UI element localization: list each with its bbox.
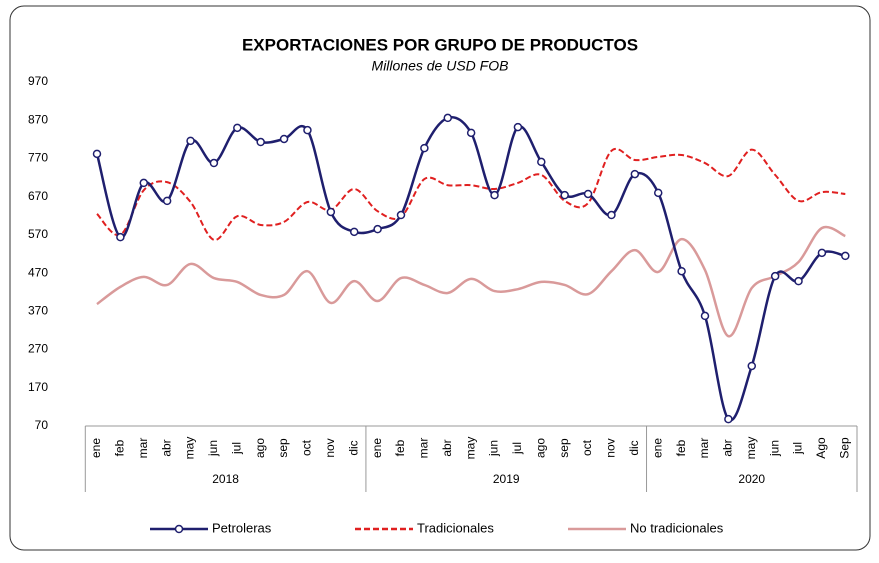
data-point — [373, 224, 382, 234]
x-tick-label: mar — [417, 438, 431, 459]
data-point — [724, 414, 733, 424]
data-point — [186, 136, 195, 146]
x-tick-label: may — [183, 437, 197, 460]
data-point — [537, 157, 546, 167]
x-tick-label: oct — [580, 439, 594, 456]
y-tick-label: 170 — [28, 380, 48, 394]
y-tick-label: 70 — [35, 418, 49, 432]
x-tick-label: mar — [136, 438, 150, 459]
x-tick-label: jul — [229, 442, 243, 455]
x-tick-label: jun — [487, 440, 501, 457]
x-tick-label: ene — [650, 438, 664, 458]
data-point — [209, 158, 219, 168]
legend-label: Petroleras — [212, 520, 272, 535]
y-tick-label: 670 — [28, 189, 48, 203]
x-tick-label: abr — [440, 439, 454, 456]
x-tick-label: dic — [627, 440, 641, 455]
y-tick-label: 370 — [28, 304, 48, 318]
x-tick-label: jun — [767, 440, 781, 457]
y-tick-label: 970 — [28, 74, 48, 88]
data-point — [256, 137, 265, 147]
x-tick-label: Sep — [837, 437, 851, 459]
x-tick-label: ago — [253, 438, 267, 458]
legend-marker — [174, 524, 184, 534]
series-line — [96, 225, 846, 338]
data-point — [794, 276, 803, 286]
x-group-label: 2018 — [212, 472, 239, 486]
data-point — [396, 210, 406, 220]
data-point — [326, 207, 336, 217]
data-point — [677, 266, 686, 276]
x-tick-label: Ago — [814, 437, 828, 459]
y-tick-label: 470 — [28, 265, 48, 279]
data-point — [630, 169, 640, 179]
x-tick-label: nov — [604, 438, 618, 457]
x-tick-label: ene — [89, 438, 103, 458]
x-tick-label: dic — [346, 440, 360, 455]
data-point — [560, 190, 569, 200]
data-point — [607, 210, 616, 220]
y-tick-label: 870 — [28, 112, 48, 126]
legend-label: No tradicionales — [630, 520, 724, 535]
x-tick-label: sep — [557, 438, 571, 458]
data-point — [139, 178, 149, 188]
data-point — [700, 311, 710, 321]
x-tick-label: jul — [791, 442, 805, 455]
data-point — [583, 189, 593, 199]
data-point — [466, 128, 476, 138]
x-tick-label: mar — [697, 438, 711, 459]
x-tick-label: jun — [206, 440, 220, 457]
x-tick-label: may — [463, 437, 477, 460]
data-point — [420, 143, 429, 153]
data-point — [443, 113, 453, 123]
x-tick-label: sep — [276, 438, 290, 458]
data-point — [770, 271, 780, 281]
data-point — [747, 361, 757, 371]
data-point — [233, 123, 242, 133]
x-tick-label: ene — [370, 438, 384, 458]
x-tick-label: jul — [510, 442, 524, 455]
chart-frame — [9, 5, 871, 551]
data-point — [92, 149, 102, 159]
data-point — [303, 125, 312, 135]
data-point — [279, 134, 289, 144]
x-tick-label: feb — [113, 439, 127, 456]
series-line — [96, 148, 846, 241]
data-point — [841, 251, 850, 261]
y-tick-label: 270 — [28, 342, 48, 356]
x-tick-label: feb — [674, 439, 688, 456]
y-tick-label: 570 — [28, 227, 48, 241]
data-point — [513, 122, 523, 132]
legend-label: Tradicionales — [417, 520, 494, 535]
x-tick-label: ago — [533, 438, 547, 458]
x-tick-label: feb — [393, 439, 407, 456]
data-point — [817, 248, 827, 258]
chart-subtitle: Millones de USD FOB — [372, 58, 509, 74]
chart-title: EXPORTACIONES POR GRUPO DE PRODUCTOS — [242, 35, 638, 54]
x-tick-label: abr — [159, 439, 173, 456]
data-point — [162, 196, 172, 206]
x-tick-label: abr — [721, 439, 735, 456]
x-tick-label: may — [744, 437, 758, 460]
x-tick-label: oct — [300, 439, 314, 456]
x-group-label: 2020 — [738, 472, 765, 486]
y-tick-label: 770 — [28, 151, 48, 165]
data-point — [349, 227, 359, 237]
x-tick-label: nov — [323, 438, 337, 457]
x-group-label: 2019 — [493, 472, 520, 486]
data-point — [116, 232, 125, 242]
data-point — [653, 188, 663, 198]
data-point — [490, 190, 499, 200]
